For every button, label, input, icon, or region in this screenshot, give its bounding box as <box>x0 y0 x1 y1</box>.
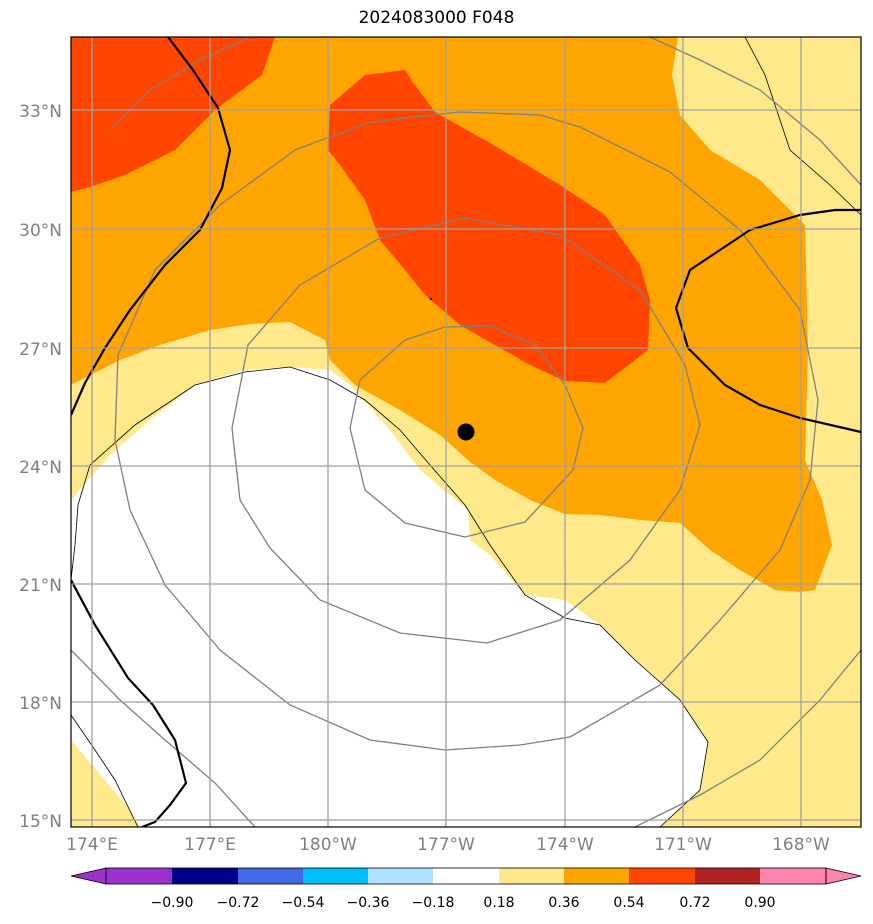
lon-label: 177°W <box>417 835 475 855</box>
lon-label: 168°W <box>772 835 830 855</box>
contour-ring-2 <box>231 217 701 644</box>
colorbar-segment <box>368 868 433 884</box>
small-dot <box>429 297 433 301</box>
colorbar-tick-label: 0.72 <box>679 895 710 911</box>
colorbar-segment <box>238 868 303 884</box>
contour-ring-1 <box>349 325 584 538</box>
colorbar-segment <box>499 868 564 884</box>
thick-contour-southwest <box>71 579 188 827</box>
colorbar-tick-label: 0.54 <box>613 895 644 911</box>
zero-contour-line <box>71 366 709 827</box>
lat-label: 27°N <box>19 340 62 360</box>
colorbar-tick-label: −0.72 <box>217 895 260 911</box>
contour-ring-5 <box>634 649 861 827</box>
colorbar-segment <box>106 868 172 884</box>
colorbar-segment <box>303 868 368 884</box>
longitude-labels: 174°E 177°E 180°W 177°W 174°W 171°W 168°… <box>66 835 830 855</box>
colorbar-tick-label: −0.18 <box>412 895 455 911</box>
storm-center-marker <box>457 423 475 441</box>
colorbar-tick-label: 0.90 <box>744 895 775 911</box>
lat-label: 21°N <box>19 576 62 596</box>
lon-label: 174°E <box>66 835 118 855</box>
lon-label: 177°E <box>184 835 236 855</box>
map-area <box>71 37 861 827</box>
lon-label: 171°W <box>654 835 712 855</box>
colorbar-segment <box>760 868 826 884</box>
lat-label: 24°N <box>19 458 62 478</box>
map-frame <box>70 36 862 828</box>
fill-region-redorange-center <box>328 70 650 383</box>
colorbar-tick-label: −0.54 <box>282 895 325 911</box>
lon-label: 180°W <box>299 835 357 855</box>
fill-region-redorange-nw <box>71 37 275 192</box>
zero-contour-line-ne <box>744 37 861 216</box>
colorbar-segment <box>172 868 238 884</box>
colorbar-arrow-low <box>70 867 107 885</box>
lat-label: 30°N <box>19 221 62 241</box>
colorbar-tick-label: 0.36 <box>548 895 579 911</box>
colorbar-tick-label: −0.36 <box>347 895 390 911</box>
thick-contour-east <box>674 208 861 434</box>
lat-label: 18°N <box>19 694 62 714</box>
colorbar-tick-label: −0.90 <box>151 895 194 911</box>
colorbar-segment <box>564 868 629 884</box>
lat-label: 15°N <box>19 812 62 832</box>
lon-label: 174°W <box>536 835 594 855</box>
colorbar-arrow-high <box>825 867 862 885</box>
colorbar-segment <box>629 868 695 884</box>
colorbar-segment <box>695 868 760 884</box>
colorbar-segment <box>433 868 499 884</box>
contour-ring-4 <box>71 649 256 827</box>
map-title: 2024083000 F048 <box>358 8 515 28</box>
gridlines <box>71 37 861 827</box>
latitude-labels: 15°N 18°N 21°N 24°N 27°N 30°N 33°N <box>19 102 62 832</box>
colorbar: −0.90 −0.72 −0.54 −0.36 −0.18 0.18 0.36 … <box>70 867 862 911</box>
colorbar-tick-label: 0.18 <box>483 895 514 911</box>
lat-label: 33°N <box>19 102 62 122</box>
zero-contour-line-sw <box>71 714 139 827</box>
